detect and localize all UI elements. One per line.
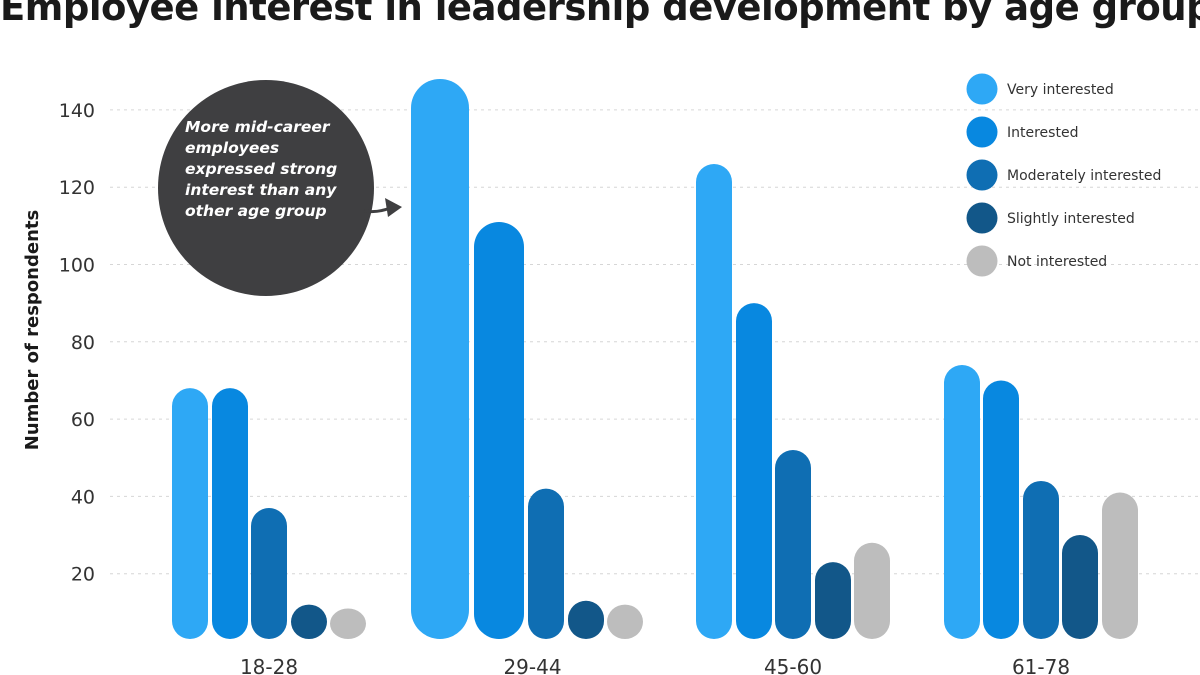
bar-29-44-slightly-interested	[568, 600, 604, 639]
bar-45-60-slightly-interested	[815, 562, 851, 639]
bar-61-78-very-interested	[944, 364, 980, 639]
bar-18-28-not-interested	[330, 608, 366, 639]
legend-label: Not interested	[1007, 254, 1107, 270]
x-tick-label: 18-28	[240, 655, 298, 675]
chart-title: Employee interest in leadership developm…	[0, 0, 1200, 29]
legend-swatch	[966, 116, 998, 148]
y-axis-label: Number of respondents	[22, 210, 43, 450]
bar-18-28-slightly-interested	[291, 604, 327, 639]
bar-61-78-not-interested	[1102, 492, 1138, 639]
bar-29-44-moderately-interested	[528, 488, 564, 639]
bar-61-78-moderately-interested	[1023, 480, 1059, 639]
y-tick-label: 40	[71, 486, 95, 508]
x-tick-label: 61-78	[1012, 655, 1070, 675]
legend-label: Interested	[1007, 125, 1078, 141]
legend-label: Very interested	[1007, 82, 1114, 98]
y-tick-label: 140	[59, 100, 95, 122]
bar-45-60-moderately-interested	[775, 450, 811, 639]
x-tick-label: 45-60	[764, 655, 822, 675]
legend-swatch	[966, 159, 998, 191]
bar-29-44-very-interested	[411, 78, 469, 640]
legend-label: Moderately interested	[1007, 168, 1161, 184]
bar-45-60-very-interested	[696, 164, 732, 639]
x-tick-label: 29-44	[503, 655, 561, 675]
y-tick-label: 60	[71, 409, 95, 431]
bar-45-60-interested	[736, 303, 772, 639]
legend-swatch	[966, 73, 998, 105]
y-tick-label: 100	[59, 255, 95, 277]
bar-29-44-not-interested	[607, 604, 643, 639]
legend-label: Slightly interested	[1007, 211, 1135, 227]
bar-45-60-not-interested	[854, 542, 890, 639]
bar-61-78-slightly-interested	[1062, 535, 1098, 639]
bar-18-28-very-interested	[172, 388, 208, 639]
y-tick-label: 120	[59, 177, 95, 199]
bar-29-44-interested	[474, 221, 524, 640]
bar-61-78-interested	[983, 380, 1019, 639]
bar-18-28-moderately-interested	[251, 507, 287, 639]
bar-18-28-interested	[212, 388, 248, 639]
y-tick-label: 20	[71, 564, 95, 586]
annotation-bubble	[158, 80, 374, 296]
legend-swatch	[966, 245, 998, 277]
legend-swatch	[966, 202, 998, 234]
y-tick-label: 80	[71, 332, 95, 354]
annotation-text: More mid-career employees expressed stro…	[185, 118, 338, 220]
